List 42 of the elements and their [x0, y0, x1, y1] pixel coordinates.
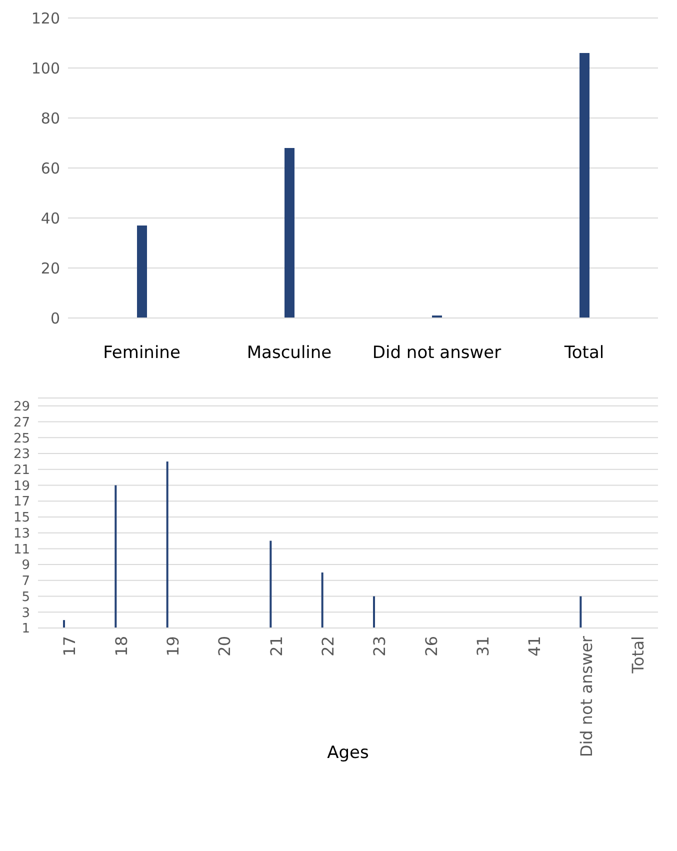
x-axis-title: Ages: [327, 743, 370, 763]
y-tick-label: 0: [50, 309, 60, 328]
x-tick-label: 31: [474, 636, 493, 656]
y-tick-label: 9: [22, 558, 30, 574]
y-tick-label: 21: [13, 462, 30, 478]
y-tick-label: 19: [13, 478, 30, 494]
y-tick-label: 100: [31, 59, 60, 78]
x-tick-label: 22: [318, 636, 338, 656]
x-tick-label: Did not answer: [372, 343, 502, 364]
x-tick-label: 23: [370, 636, 390, 656]
y-tick-label: 3: [22, 606, 30, 621]
x-tick-label: 19: [164, 636, 183, 656]
y-tick-label: 20: [40, 259, 60, 278]
x-tick-label: 21: [266, 636, 286, 656]
x-tick-label: 17: [60, 636, 80, 656]
y-tick-label: 120: [31, 9, 60, 28]
y-tick-label: 40: [40, 209, 60, 228]
x-tick-label: 20: [215, 636, 234, 656]
x-tick-label: Feminine: [103, 343, 180, 364]
bar: [137, 226, 147, 318]
y-tick-label: 27: [13, 415, 30, 430]
y-tick-label: 17: [13, 494, 30, 510]
x-tick-label: Did not answer: [576, 636, 596, 758]
y-tick-label: 25: [13, 431, 30, 446]
y-tick-label: 11: [13, 542, 30, 558]
y-tick-label: 5: [22, 590, 30, 605]
y-tick-label: 7: [22, 574, 30, 590]
x-tick-label: 41: [525, 636, 544, 656]
x-tick-label: Total: [628, 636, 648, 674]
y-tick-label: 29: [13, 400, 30, 415]
x-tick-label: Masculine: [246, 343, 332, 364]
x-tick-label: 26: [422, 636, 441, 656]
y-tick-label: 15: [13, 510, 30, 526]
y-tick-label: 23: [13, 447, 30, 462]
y-tick-label: 13: [13, 526, 30, 542]
y-tick-label: 1: [22, 622, 30, 637]
y-tick-label: 80: [40, 109, 60, 128]
bar: [284, 148, 294, 318]
x-tick-label: 18: [112, 636, 131, 656]
bar: [580, 53, 590, 318]
y-tick-label: 60: [40, 159, 60, 178]
x-tick-label: Total: [563, 343, 604, 364]
